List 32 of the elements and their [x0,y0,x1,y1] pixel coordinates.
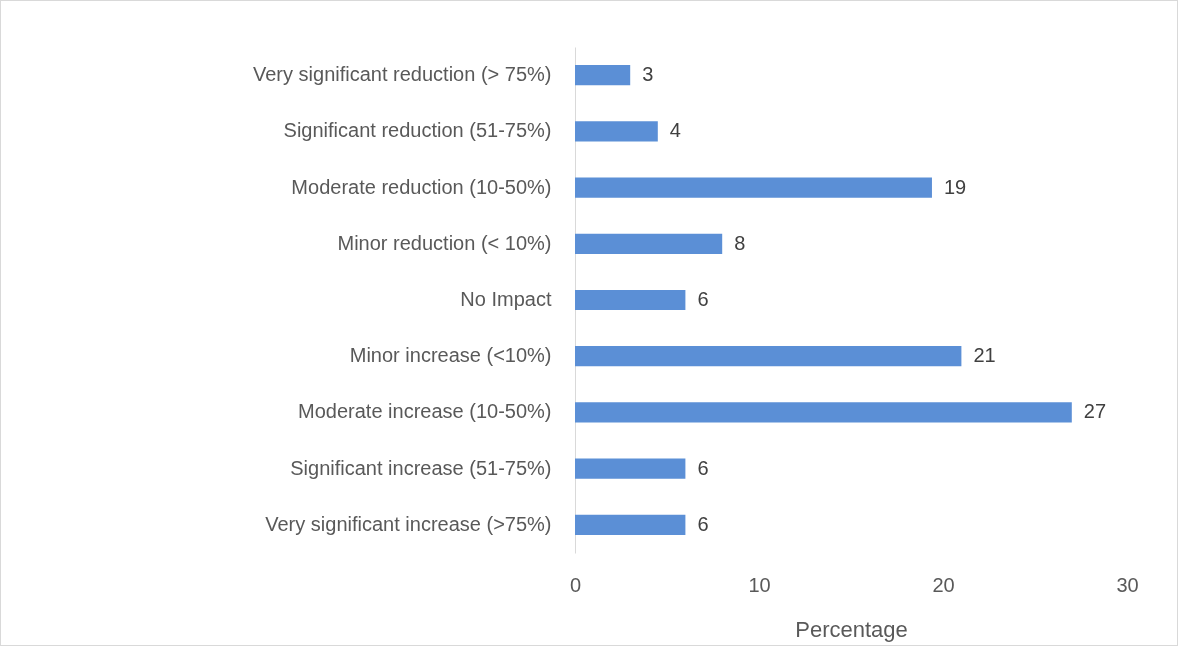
bar [575,177,932,198]
bar [575,402,1072,423]
bar [575,233,723,254]
bar [575,514,686,536]
y-tick-label: No Impact [460,288,552,310]
data-label: 6 [697,288,709,310]
bar [575,346,962,367]
y-tick-label: Minor reduction (< 10%) [337,231,552,254]
y-tick-label: Minor increase (<10%) [349,344,552,367]
y-tick-label: Very significant reduction (> 75%) [253,63,552,86]
bar [575,458,686,479]
y-tick-label: Significant increase (51-75%) [290,456,552,479]
data-label: 19 [943,175,967,198]
x-tick-label: 20 [932,573,955,596]
bar [575,121,658,142]
data-label: 27 [1083,400,1107,423]
data-label: 21 [973,344,996,367]
data-label: 4 [669,119,681,142]
data-label: 6 [697,456,709,479]
data-label: 6 [697,512,709,535]
x-tick-label: 30 [1116,573,1139,596]
data-label: 8 [734,231,746,254]
y-tick-label: Moderate reduction (10-50%) [291,175,552,198]
y-tick-label: Very significant increase (>75%) [265,512,552,535]
data-label: 3 [642,63,654,86]
x-tick-label: 10 [748,573,771,596]
y-tick-label: Significant reduction (51-75%) [283,119,552,142]
x-axis-title: Percentage [795,616,908,642]
bar [575,289,686,311]
bar [575,64,631,86]
y-tick-label: Moderate increase (10-50%) [298,400,552,423]
x-tick-label: 0 [569,573,582,596]
